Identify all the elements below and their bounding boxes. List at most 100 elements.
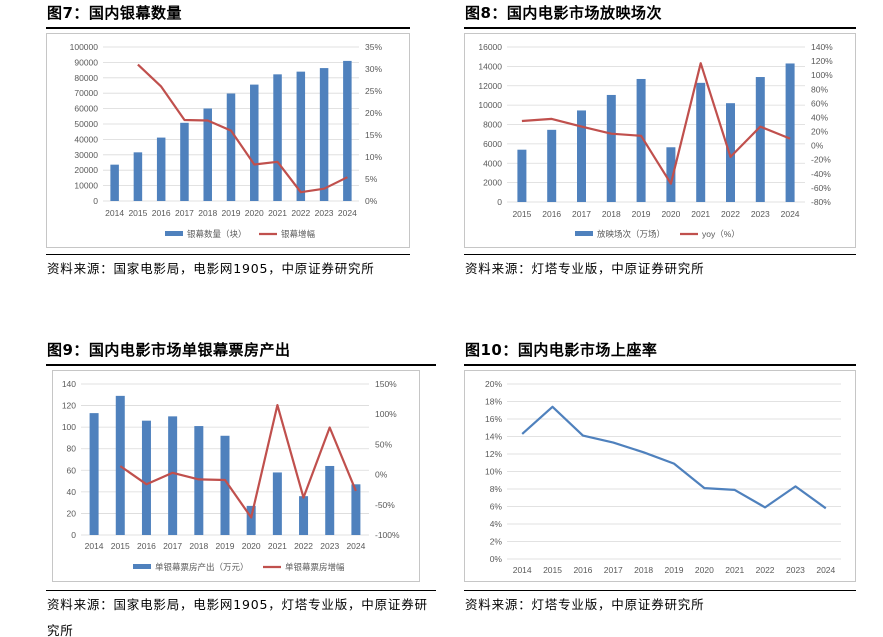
bar	[89, 413, 99, 535]
x-tick-label: 2022	[756, 565, 775, 575]
y2-tick-label: 0%	[365, 196, 378, 206]
source-rule	[464, 590, 856, 591]
x-tick-label: 2016	[542, 209, 561, 219]
y2-tick-label: 0%	[375, 470, 388, 480]
y2-tick-label: 15%	[365, 130, 382, 140]
bar	[755, 77, 765, 202]
y-tick-label: 20	[67, 508, 77, 518]
x-tick-label: 2017	[572, 209, 591, 219]
y2-tick-label: 100%	[375, 409, 397, 419]
x-tick-label: 2018	[189, 541, 208, 551]
y2-tick-label: 30%	[365, 64, 382, 74]
bar	[203, 108, 212, 201]
legend-label: 单银幕票房产出（万元）	[155, 562, 249, 572]
bar	[168, 416, 178, 535]
x-tick-label: 2023	[751, 209, 770, 219]
x-tick-label: 2016	[152, 208, 171, 218]
y2-tick-label: -20%	[811, 155, 831, 165]
bar	[726, 103, 735, 202]
bar	[351, 484, 361, 535]
x-tick-label: 2017	[163, 541, 182, 551]
bar	[250, 84, 259, 201]
y2-tick-label: 120%	[811, 56, 833, 66]
bar	[547, 129, 557, 202]
bar	[180, 122, 189, 201]
x-tick-label: 2014	[85, 541, 104, 551]
y-tick-label: 10000	[74, 181, 98, 191]
legend-swatch	[165, 231, 183, 236]
y-tick-label: 80000	[74, 73, 98, 83]
y-tick-label: 0	[71, 530, 76, 540]
x-tick-label: 2015	[128, 208, 147, 218]
bar	[133, 152, 143, 201]
y-tick-label: 30000	[74, 150, 98, 160]
y2-tick-label: 40%	[811, 112, 828, 122]
bar	[319, 68, 329, 201]
series-line	[137, 63, 348, 194]
y-tick-label: 60000	[74, 104, 98, 114]
legend-label: 单银幕票房增幅	[285, 562, 345, 572]
y-tick-label: 0%	[490, 554, 503, 564]
x-tick-label: 2021	[725, 565, 744, 575]
x-tick-label: 2015	[543, 565, 562, 575]
y-tick-label: 40	[67, 487, 77, 497]
y-tick-label: 6%	[490, 502, 503, 512]
source-rule	[46, 254, 410, 255]
y2-tick-label: -40%	[811, 169, 831, 179]
x-tick-label: 2015	[512, 209, 531, 219]
x-tick-label: 2020	[695, 565, 714, 575]
bar	[226, 93, 236, 201]
title-rule	[464, 27, 856, 29]
source-rule	[46, 590, 436, 591]
bar	[325, 465, 335, 535]
screenings-chart: 0 2000 4000 6000 8000 10000 12000 14000 16000 -80…	[478, 42, 833, 239]
chart-frame: 0 10000 20000 30000 40000 50000 60000 70000 8000…	[46, 33, 410, 248]
y-tick-label: 20000	[74, 165, 98, 175]
y-tick-label: 18%	[485, 397, 502, 407]
y-tick-label: 70000	[74, 88, 98, 98]
legend-swatch	[575, 231, 593, 236]
chart-frame: 0 2000 4000 6000 8000 10000 12000 14000 16000 -80…	[464, 33, 856, 248]
series-line	[521, 62, 791, 185]
x-tick-label: 2019	[632, 209, 651, 219]
x-tick-label: 2014	[513, 565, 532, 575]
y-tick-label: 20%	[485, 379, 502, 389]
y2-tick-label: -50%	[375, 500, 395, 510]
y2-tick-label: 50%	[375, 439, 392, 449]
bar	[110, 164, 119, 201]
source-note: 资料来源：灯塔专业版，中原证券研究所	[465, 261, 705, 276]
figure-title: 图8：国内电影市场放映场次	[465, 4, 662, 22]
y-tick-label: 140	[62, 379, 76, 389]
x-tick-label: 2021	[691, 209, 710, 219]
occupancy-chart: 0% 2% 4% 6% 8% 10% 12% 14% 16% 18% 20% 2014 2015 2016…	[485, 379, 841, 575]
y2-tick-label: 150%	[375, 379, 397, 389]
source-rule	[464, 254, 856, 255]
legend-label: 放映场次（万场）	[597, 229, 665, 239]
y-tick-label: 4%	[490, 519, 503, 529]
x-tick-label: 2018	[602, 209, 621, 219]
x-tick-label: 2022	[721, 209, 740, 219]
x-tick-label: 2017	[604, 565, 623, 575]
x-tick-label: 2021	[268, 541, 287, 551]
x-tick-label: 2020	[242, 541, 261, 551]
x-tick-label: 2014	[105, 208, 124, 218]
legend-label: 银幕增幅	[281, 229, 316, 239]
bar	[296, 71, 306, 201]
per-screen-chart: 0 20 40 60 80 100 120 140 -100% -50% 0% 50% 100% 150%…	[62, 379, 400, 572]
x-tick-label: 2022	[291, 208, 310, 218]
y-tick-label: 6000	[483, 139, 502, 149]
y-tick-label: 16%	[485, 414, 502, 424]
y2-tick-label: 0%	[811, 141, 824, 151]
x-tick-label: 2015	[111, 541, 130, 551]
x-tick-label: 2024	[338, 208, 357, 218]
bar	[156, 137, 166, 201]
y-tick-label: 90000	[74, 57, 98, 67]
legend-swatch	[133, 564, 151, 569]
y-tick-label: 8%	[490, 484, 503, 494]
y-tick-label: 40000	[74, 134, 98, 144]
source-note: 资料来源：灯塔专业版，中原证券研究所	[465, 597, 705, 612]
y2-tick-label: 25%	[365, 86, 382, 96]
bar	[666, 147, 676, 202]
y-tick-label: 0	[93, 196, 98, 206]
x-tick-label: 2020	[661, 209, 680, 219]
